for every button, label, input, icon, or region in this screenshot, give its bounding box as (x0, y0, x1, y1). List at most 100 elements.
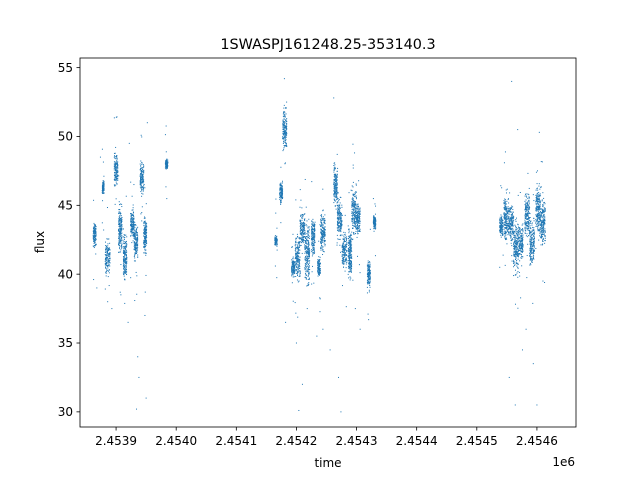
data-point (355, 211, 357, 213)
data-point (512, 232, 514, 234)
data-point (502, 234, 504, 236)
data-point (333, 162, 335, 164)
data-point (352, 222, 354, 224)
data-point (324, 234, 326, 236)
data-point (296, 242, 298, 244)
data-point (511, 207, 513, 209)
data-point (339, 207, 341, 209)
data-point (145, 233, 147, 235)
data-point (296, 244, 298, 246)
data-point (324, 240, 326, 242)
data-point (373, 230, 375, 232)
data-point (125, 259, 127, 261)
data-point (334, 192, 336, 194)
data-point (311, 230, 313, 232)
data-point (319, 262, 321, 264)
data-point (343, 238, 345, 240)
data-point (352, 143, 354, 145)
data-point (121, 206, 123, 208)
data-point (306, 255, 308, 257)
data-point (355, 216, 357, 218)
data-point (280, 191, 282, 193)
data-point (353, 219, 355, 221)
data-point (292, 300, 294, 302)
data-point (145, 245, 147, 247)
data-point (102, 188, 104, 190)
data-point (304, 213, 306, 215)
data-point (123, 239, 125, 241)
data-point (308, 248, 310, 249)
data-point (308, 282, 310, 284)
data-point (511, 219, 513, 221)
data-point (313, 238, 315, 240)
data-point (280, 187, 282, 189)
data-point (513, 263, 515, 265)
data-point (348, 240, 350, 242)
data-point (107, 266, 109, 268)
data-point (355, 228, 357, 230)
data-point (502, 233, 504, 235)
data-point (505, 225, 507, 227)
data-point (319, 260, 320, 262)
data-point (354, 233, 356, 235)
data-point (509, 222, 511, 224)
data-point (308, 253, 310, 255)
data-point (503, 162, 505, 164)
data-point (306, 257, 308, 259)
data-point (306, 259, 308, 261)
data-point (508, 198, 509, 200)
data-point (296, 237, 298, 239)
data-point (134, 236, 136, 238)
data-point (301, 226, 303, 228)
data-point (321, 246, 323, 248)
data-point (323, 221, 325, 223)
data-point (352, 195, 354, 197)
data-point (124, 241, 126, 243)
data-point (358, 209, 360, 211)
data-point (307, 263, 309, 265)
data-point (296, 247, 298, 249)
data-point (165, 163, 167, 165)
data-point (107, 247, 109, 249)
data-point (518, 253, 520, 255)
data-point (508, 213, 510, 215)
data-point (305, 277, 307, 279)
data-point (109, 253, 111, 255)
data-point (321, 235, 323, 237)
data-point (296, 279, 298, 281)
data-point (335, 194, 337, 196)
data-point (284, 132, 286, 134)
data-point (145, 249, 147, 251)
data-point (516, 217, 518, 219)
data-point (334, 200, 336, 202)
data-point (302, 215, 304, 217)
data-point (307, 261, 309, 263)
data-point (344, 214, 346, 216)
data-point (141, 181, 143, 183)
data-point (130, 216, 132, 218)
data-point (133, 222, 135, 224)
data-point (135, 245, 137, 247)
data-point (512, 215, 514, 217)
data-point (312, 236, 314, 238)
data-point (107, 249, 109, 251)
data-point (501, 231, 503, 233)
data-point (357, 221, 359, 223)
data-point (92, 234, 94, 236)
data-point (503, 233, 505, 235)
data-point (351, 239, 353, 241)
data-point (508, 219, 510, 221)
data-point (510, 228, 512, 230)
data-point (353, 222, 355, 224)
data-point (295, 246, 297, 248)
data-point (130, 229, 132, 231)
data-point (338, 204, 340, 206)
data-point (336, 244, 338, 246)
data-point (281, 196, 283, 198)
data-point (131, 228, 133, 230)
data-point (121, 220, 123, 222)
data-point (142, 181, 144, 183)
data-point (337, 212, 339, 214)
data-point (143, 171, 145, 173)
data-point (113, 167, 115, 169)
